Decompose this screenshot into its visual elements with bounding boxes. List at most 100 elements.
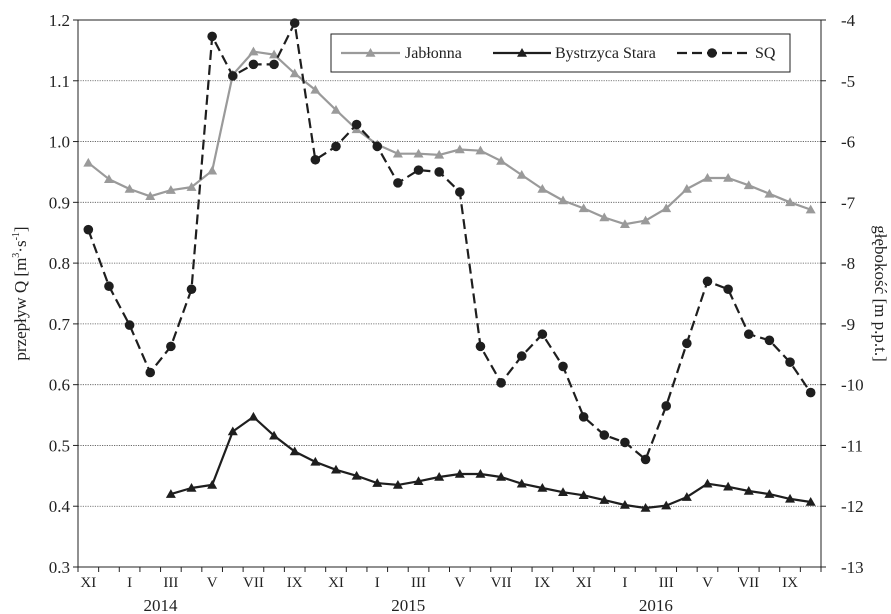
x-tick-label: IX [534,575,550,591]
y-axis-label-left-sup1: 3 [11,253,22,258]
data-point [393,178,403,188]
data-point [475,341,486,352]
data-point [681,183,692,193]
data-point [661,203,672,213]
y-axis-label-right: głębokość [m p.p.t.] [871,225,890,361]
data-point [743,180,754,190]
data-point [805,387,816,398]
data-point [619,219,630,228]
data-point [619,500,630,509]
data-point [454,144,465,154]
data-point [640,503,651,512]
series-bystrzyca-stara [165,411,816,512]
legend-item: Bystrzyca Stara [493,45,656,62]
data-point [537,183,548,193]
data-point [764,489,775,498]
x-tick-label: XI [80,575,96,591]
year-label: 2016 [639,596,673,614]
y-tick-label-left: 0.8 [49,254,70,273]
y-tick-label-left: 0.3 [49,558,70,577]
y-tick-label-left: 0.7 [49,315,71,334]
data-point [702,478,713,488]
legend-label: SQ [755,45,776,62]
data-point [723,481,734,491]
data-point [207,165,218,175]
series-jabłonna [83,46,816,228]
data-point [723,173,734,182]
data-point [269,59,279,70]
x-tick-label: VII [243,575,264,591]
data-point [104,281,114,292]
data-point [516,478,527,488]
series-line [87,21,812,461]
series-sq [83,18,816,465]
data-point [661,401,672,411]
data-point [227,426,238,436]
y-tick-label-left: 0.6 [49,376,70,395]
y-tick-label-left: 0.4 [49,497,71,516]
x-tick-label: V [702,575,713,591]
data-point [743,486,754,495]
data-point [330,104,341,114]
data-point [785,493,796,503]
data-point [805,496,816,506]
y-tick-label-left: 0.9 [49,193,70,212]
data-point [330,464,341,474]
data-point [289,18,300,28]
y-tick-label-right: -6 [841,133,855,152]
y-tick-label-right: -10 [841,376,864,395]
x-tick-label: V [207,575,218,591]
data-point [310,456,321,466]
data-point [413,165,424,175]
data-point [289,68,300,78]
data-point [702,276,713,287]
data-point [269,430,280,440]
data-point [103,174,114,183]
y-tick-label-right: -8 [841,254,855,273]
data-point [785,357,795,367]
series-line [87,50,812,226]
data-point [372,141,383,152]
data-point [434,167,444,177]
y-tick-label-right: -12 [841,497,864,516]
x-tick-label: III [659,575,674,591]
x-tick-label: XI [576,575,592,591]
data-point [785,197,796,207]
data-point [578,203,589,213]
x-tick-label: III [411,575,426,591]
data-point [805,204,816,214]
y-tick-label-right: -7 [841,193,856,212]
data-point [599,495,610,504]
x-tick-label: IX [782,575,798,591]
data-point [496,378,506,388]
data-point [310,154,321,165]
data-point [310,84,321,94]
axis-ticks: 0.3 0.4 0.5 0.6 0.7 0.8 0.9 1.0 1.1 1.2 -13 -12 -11 -… [49,11,864,614]
year-label: 2014 [144,596,179,614]
data-point [166,341,176,352]
data-point [475,145,486,155]
x-tick-label: XI [328,575,344,591]
data-point [351,119,362,130]
series-line [170,415,811,510]
data-point [434,149,445,159]
data-point [702,173,713,182]
legend-marker [365,48,376,57]
data-point [578,412,589,422]
data-point [558,361,568,372]
data-point [558,487,569,496]
data-point [248,59,259,70]
data-point [165,489,176,498]
data-point [496,472,507,481]
data-point [455,187,465,197]
data-point [145,191,156,201]
data-point [269,49,280,59]
data-point [743,329,754,340]
data-point [124,320,135,330]
data-point [227,71,238,81]
x-tick-label: I [127,575,132,591]
data-point [537,329,548,340]
data-point [186,284,197,295]
y-axis-label-left: przepływ Q [m3·s-1] [11,226,30,360]
data-point [186,482,197,492]
